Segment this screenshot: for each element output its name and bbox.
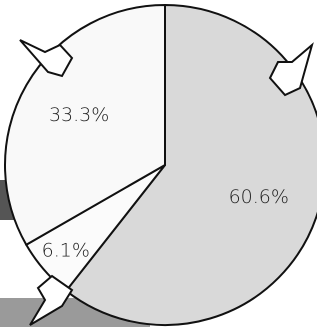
chart: 60.6% 6.1% 33.3% [0, 0, 317, 327]
slice-label: 6.1% [42, 239, 90, 261]
slice-label: 60.6% [229, 186, 289, 208]
slice-label: 33.3% [49, 104, 109, 126]
